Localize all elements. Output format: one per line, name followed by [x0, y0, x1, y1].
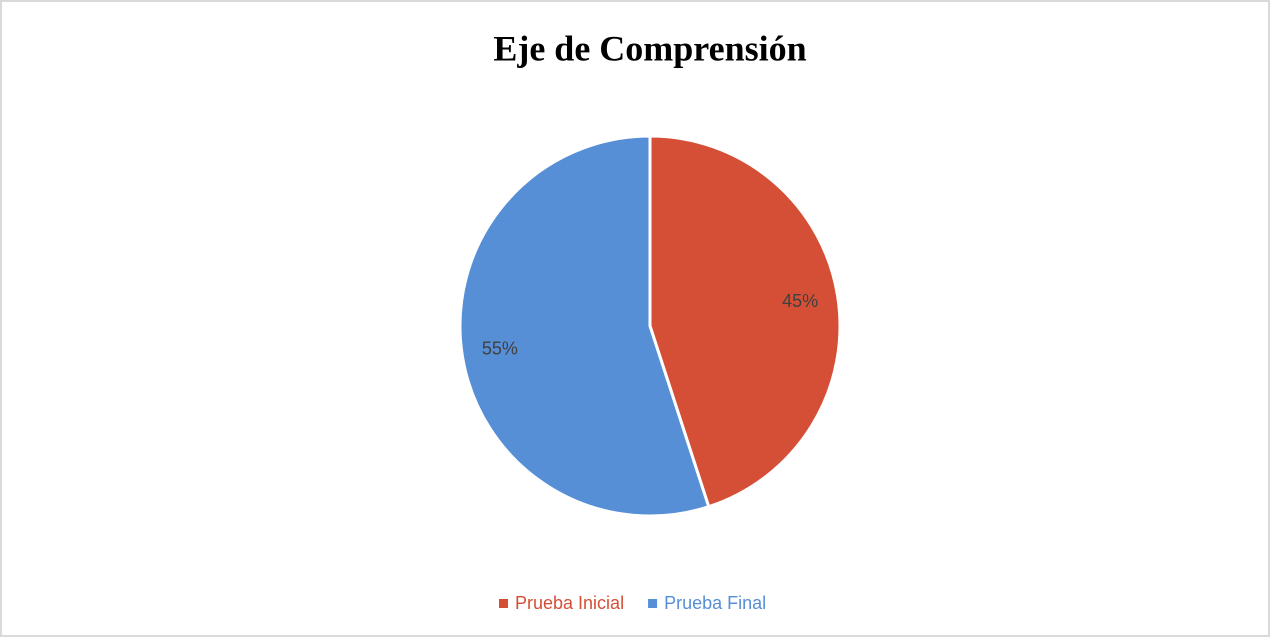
pie-slice	[648, 134, 842, 509]
data-label: 55%	[482, 339, 518, 359]
chart-title: Eje de Comprensión	[493, 28, 806, 68]
data-label: 45%	[782, 291, 818, 311]
pie-slice	[458, 134, 711, 518]
legend-label: Prueba Final	[664, 593, 766, 613]
legend-swatch	[499, 599, 508, 608]
legend-label: Prueba Inicial	[515, 593, 624, 613]
legend-swatch	[648, 599, 658, 608]
